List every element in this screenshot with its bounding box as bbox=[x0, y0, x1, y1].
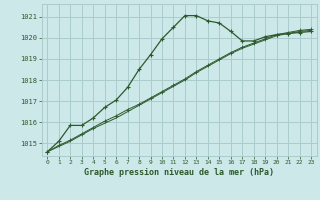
X-axis label: Graphe pression niveau de la mer (hPa): Graphe pression niveau de la mer (hPa) bbox=[84, 168, 274, 177]
